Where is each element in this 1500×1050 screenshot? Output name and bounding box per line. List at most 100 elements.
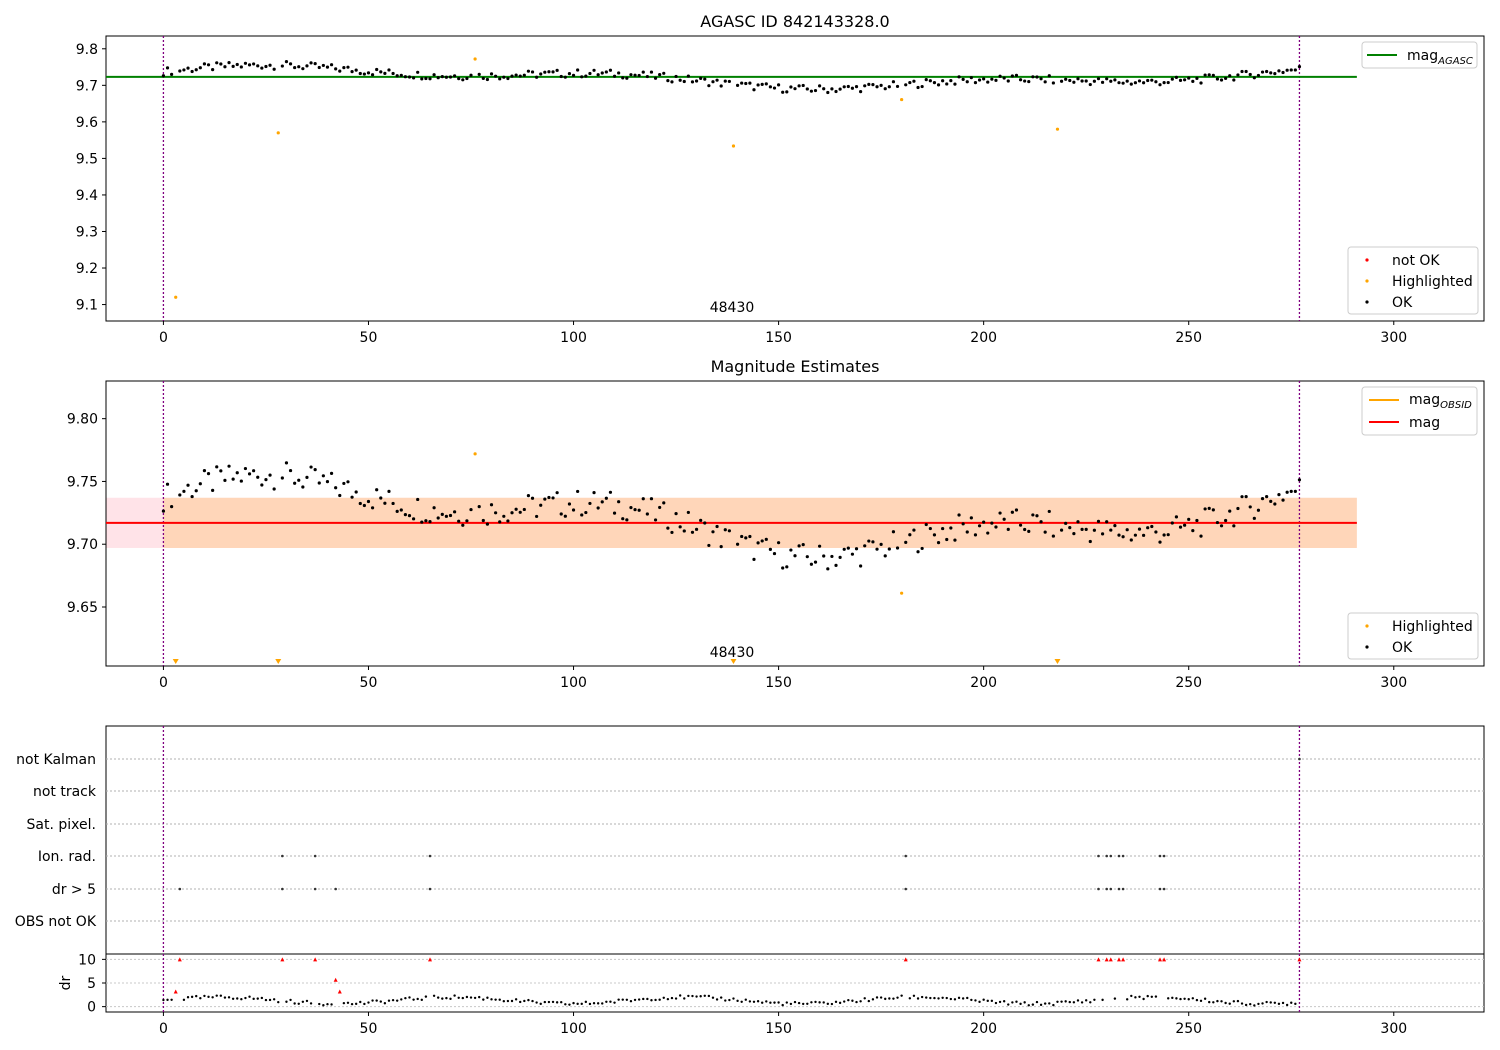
panel2-ok-point bbox=[662, 501, 666, 505]
panel1-ok-point bbox=[567, 72, 572, 76]
panel2-ok-point bbox=[567, 502, 572, 506]
panel2-ok-point bbox=[727, 529, 731, 533]
dr-point bbox=[867, 999, 871, 1003]
panel2-ok-point bbox=[723, 528, 727, 532]
panel1-xtick-label: 50 bbox=[360, 330, 378, 346]
panel1-ok-point bbox=[1125, 79, 1129, 83]
dr-point bbox=[473, 996, 477, 1000]
panel2-legend-lines: magOBSID mag bbox=[1361, 386, 1478, 436]
legend-mag-agasc-label: magAGASC bbox=[1407, 48, 1473, 67]
dr-point bbox=[1220, 1000, 1223, 1003]
panel2-ok-point bbox=[1142, 533, 1146, 537]
panel2-ok-point bbox=[584, 510, 588, 515]
dr-point bbox=[1253, 1004, 1256, 1007]
panel1-ok-point bbox=[629, 73, 633, 77]
dr-point bbox=[892, 997, 895, 1000]
panel2-ok-point bbox=[440, 512, 444, 516]
dr-point bbox=[1023, 1001, 1026, 1004]
dr-red-marker bbox=[177, 957, 182, 962]
panel1-ok-point bbox=[342, 66, 346, 70]
dr-point bbox=[769, 1001, 772, 1004]
dr-point bbox=[879, 996, 883, 999]
dr-point bbox=[851, 999, 854, 1002]
dr-red-marker bbox=[1104, 957, 1109, 962]
panel2-ok-point bbox=[498, 520, 502, 524]
panel1-ok-point bbox=[1047, 74, 1051, 78]
legend-highlighted-marker bbox=[1365, 624, 1369, 628]
panel2-ok-point bbox=[863, 544, 867, 548]
panel2-ok-point bbox=[1105, 520, 1109, 524]
panel2-ok-point bbox=[982, 520, 986, 524]
panel2-ok-point bbox=[350, 495, 354, 499]
panel2-ok-point bbox=[1215, 520, 1220, 525]
dr-point bbox=[400, 998, 403, 1001]
panel1-xtick-label: 200 bbox=[970, 330, 997, 346]
panel2-ok-point bbox=[526, 494, 531, 498]
dr-point bbox=[506, 999, 510, 1003]
panel2-ok-point bbox=[444, 514, 448, 518]
panel1-ok-point bbox=[563, 75, 567, 79]
dr-point bbox=[666, 997, 670, 1001]
panel1-ok-point bbox=[1256, 73, 1261, 78]
dr-point bbox=[752, 1000, 756, 1003]
dr-point bbox=[1150, 995, 1154, 998]
dr-point bbox=[888, 997, 891, 1000]
dr-point bbox=[1212, 1001, 1215, 1004]
panel1-ok-point bbox=[1117, 81, 1121, 85]
panel1-ok-point bbox=[215, 61, 219, 65]
dr-point bbox=[527, 998, 530, 1002]
dr-point bbox=[613, 1001, 616, 1004]
panel2-ok-point bbox=[719, 544, 723, 549]
panel1-ok-point bbox=[986, 80, 990, 84]
panel3-xtick-label: 100 bbox=[560, 1021, 587, 1037]
panel1-ok-point bbox=[325, 65, 330, 69]
panel2-ok-point bbox=[424, 519, 428, 523]
panel1-ok-point bbox=[219, 62, 223, 66]
panel1-ok-point bbox=[949, 79, 953, 83]
panel1-ok-point bbox=[547, 70, 551, 74]
panel2-ok-point bbox=[1277, 493, 1281, 497]
panel1-ok-point bbox=[297, 65, 301, 69]
dr-point bbox=[564, 1003, 567, 1006]
panel1-ok-point bbox=[1068, 78, 1072, 83]
panel1-ok-point bbox=[584, 74, 588, 78]
panel2-ok-point bbox=[690, 530, 695, 534]
panel2-title: Magnitude Estimates bbox=[711, 357, 880, 376]
dr-point bbox=[363, 1002, 366, 1006]
panel2-ok-point bbox=[453, 510, 457, 514]
ion-rad-flag-point bbox=[1097, 854, 1100, 858]
panel2-ok-point bbox=[571, 508, 576, 512]
panel2-ok-point bbox=[297, 478, 301, 482]
panel2-ok-point bbox=[625, 518, 629, 522]
panel1-ok-point bbox=[1096, 77, 1101, 81]
dr-point bbox=[1285, 1003, 1289, 1007]
dr-point bbox=[1031, 1003, 1035, 1006]
dr-point bbox=[699, 995, 702, 998]
panel1-ok-point bbox=[436, 76, 440, 80]
panel2-ok-point bbox=[1129, 538, 1133, 542]
dr-point bbox=[740, 1000, 743, 1003]
panel2-ok-point bbox=[711, 530, 715, 534]
panel2-ok-point bbox=[1150, 524, 1154, 529]
panel2-ok-point bbox=[325, 479, 330, 484]
dr-point bbox=[457, 996, 460, 999]
panel1-highlighted-point bbox=[731, 144, 736, 148]
panel1-ok-point bbox=[941, 79, 945, 83]
legend-highlighted-marker bbox=[1365, 279, 1369, 283]
panel1-ok-point bbox=[1285, 68, 1289, 72]
dr-point bbox=[395, 999, 399, 1002]
panel2-ok-point bbox=[617, 500, 621, 504]
panel2-ok-point bbox=[961, 522, 965, 526]
dr-point bbox=[478, 995, 481, 999]
panel2-ok-point bbox=[666, 526, 670, 530]
dr-point bbox=[1138, 995, 1141, 998]
panel1-ok-point bbox=[256, 64, 260, 68]
dr-point bbox=[371, 999, 374, 1002]
panel1-ok-point bbox=[756, 83, 760, 87]
panel1-ok-point bbox=[1236, 73, 1240, 77]
dr-point bbox=[272, 998, 276, 1001]
panel1-ok-point bbox=[895, 84, 900, 89]
panel2-ok-point bbox=[1064, 521, 1068, 525]
panel1-ok-point bbox=[838, 87, 842, 91]
panel2-ok-point bbox=[518, 510, 522, 514]
